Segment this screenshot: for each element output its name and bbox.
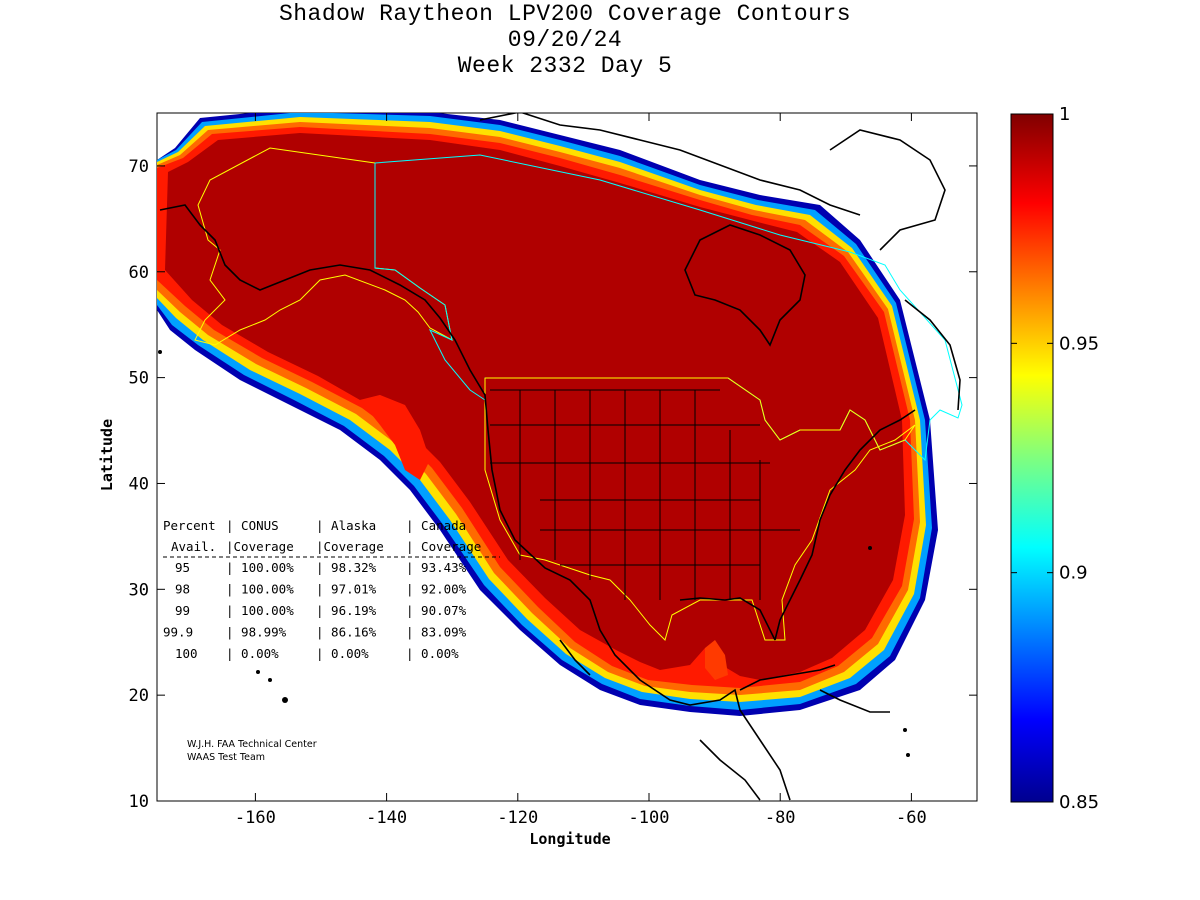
stats-row-conus: | 98.99% bbox=[226, 625, 287, 640]
stats-row-alaska: | 86.16% bbox=[316, 625, 377, 640]
stats-header-cell: | Canada bbox=[406, 518, 466, 533]
y-axis-tick-labels: 10 20 30 40 50 60 70 bbox=[129, 157, 149, 812]
stats-row-canada: | 90.07% bbox=[406, 603, 467, 618]
chart-date: 09/20/24 bbox=[507, 27, 623, 53]
coverage-stats-table: Percent | CONUS | Alaska | Canada Avail. |Cov… bbox=[163, 518, 481, 661]
y-tick-label: 30 bbox=[129, 580, 149, 600]
credit-line-2: WAAS Test Team bbox=[187, 752, 265, 763]
y-axis-ticks bbox=[157, 165, 977, 802]
x-tick-label: -160 bbox=[235, 808, 276, 828]
x-tick-label: -80 bbox=[765, 808, 796, 828]
x-tick-label: -100 bbox=[629, 808, 670, 828]
colorbar-tick-label: 0.85 bbox=[1059, 792, 1099, 813]
coverage-gap-pacific bbox=[360, 395, 430, 480]
stats-row-canada: | 0.00% bbox=[406, 646, 459, 661]
colorbar-tick-label: 0.95 bbox=[1059, 333, 1099, 354]
stats-row-canada: | 93.43% bbox=[406, 560, 467, 575]
state-borders bbox=[490, 389, 800, 600]
coastlines bbox=[159, 113, 961, 801]
stats-row-percent: 98 bbox=[175, 582, 190, 597]
islands bbox=[158, 350, 910, 757]
x-axis-tick-labels: -160 -140 -120 -100 -80 -60 bbox=[235, 808, 927, 828]
colorbar-tick-label: 1 bbox=[1059, 104, 1070, 125]
stats-row-conus: | 100.00% bbox=[226, 582, 294, 597]
stats-row-percent: 95 bbox=[175, 560, 190, 575]
stats-header-cell: |Coverage bbox=[226, 539, 294, 554]
y-tick-label: 70 bbox=[129, 157, 149, 177]
x-tick-label: -120 bbox=[497, 808, 538, 828]
stats-row-alaska: | 97.01% bbox=[316, 582, 377, 597]
stats-row-percent: 99.9 bbox=[163, 625, 193, 640]
coverage-contours bbox=[157, 113, 963, 801]
stats-row-conus: | 100.00% bbox=[226, 560, 294, 575]
stats-row-percent: 100 bbox=[175, 646, 198, 661]
colorbar-tick-label: 0.9 bbox=[1059, 563, 1088, 584]
conus-boundary bbox=[484, 377, 916, 641]
stats-row-canada: | 83.09% bbox=[406, 625, 467, 640]
y-tick-label: 10 bbox=[129, 792, 149, 812]
contour-1.00 bbox=[165, 133, 905, 680]
credit-line-1: W.J.H. FAA Technical Center bbox=[187, 739, 317, 750]
stats-header-cell: | Alaska bbox=[316, 518, 376, 533]
x-tick-label: -140 bbox=[366, 808, 407, 828]
colorbar-ticks: 1 0.95 0.9 0.85 bbox=[1011, 104, 1099, 813]
chart-week-day: Week 2332 Day 5 bbox=[457, 53, 673, 79]
x-tick-label: -60 bbox=[896, 808, 927, 828]
stats-row-canada: | 92.00% bbox=[406, 582, 467, 597]
stats-row-conus: | 100.00% bbox=[226, 603, 294, 618]
y-tick-label: 60 bbox=[129, 263, 149, 283]
chart-title: Shadow Raytheon LPV200 Coverage Contours bbox=[278, 1, 852, 27]
y-tick-label: 20 bbox=[129, 686, 149, 706]
stats-header-cell: |Coverage bbox=[316, 539, 384, 554]
stats-row-conus: | 0.00% bbox=[226, 646, 279, 661]
stats-row-alaska: | 98.32% bbox=[316, 560, 377, 575]
x-axis-ticks bbox=[254, 113, 912, 801]
y-axis-label: Latitude bbox=[98, 419, 116, 491]
stats-header-cell: Avail. bbox=[171, 539, 216, 554]
stats-header-cell: Percent bbox=[163, 518, 216, 533]
stats-row-alaska: | 0.00% bbox=[316, 646, 369, 661]
stats-header-cell: | Coverage bbox=[406, 539, 481, 554]
stats-row-alaska: | 96.19% bbox=[316, 603, 377, 618]
y-tick-label: 50 bbox=[129, 369, 149, 389]
stats-header-cell: | CONUS bbox=[226, 518, 279, 533]
y-tick-label: 40 bbox=[129, 474, 149, 494]
x-axis-label: Longitude bbox=[529, 830, 610, 848]
stats-row-percent: 99 bbox=[175, 603, 190, 618]
colorbar bbox=[1010, 113, 1054, 803]
coverage-gap-gulf bbox=[705, 640, 728, 680]
